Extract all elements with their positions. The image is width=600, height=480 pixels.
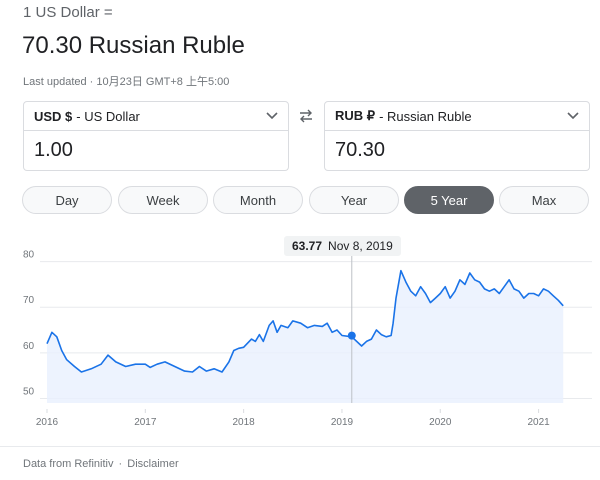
footer-divider — [0, 446, 600, 447]
x-tick-label: 2017 — [134, 417, 157, 428]
data-source-label: Data from Refinitiv — [23, 458, 114, 470]
to-currency-name: Russian Ruble — [387, 108, 472, 124]
y-tick-label: 70 — [23, 295, 35, 306]
exchange-rate-chart[interactable]: 50 60 70 80 2016 2017 2018 2019 2020 2021 — [0, 230, 600, 440]
tooltip-value: 63.77 — [292, 239, 323, 253]
from-currency-name: US Dollar — [84, 108, 140, 124]
chart-tooltip: 63.77 Nov 8, 2019 — [284, 236, 401, 256]
range-week-button[interactable]: Week — [118, 186, 208, 214]
x-tick-label: 2018 — [233, 417, 256, 428]
tooltip-date: Nov 8, 2019 — [328, 239, 393, 253]
hover-point — [347, 331, 356, 340]
chevron-down-icon — [266, 112, 278, 120]
range-selector: Day Week Month Year 5 Year Max — [22, 186, 592, 216]
to-amount-input[interactable]: 70.30 — [324, 131, 590, 171]
range-month-button[interactable]: Month — [213, 186, 303, 214]
last-updated: Last updated · 10月23日 GMT+8 上午5:00 — [23, 76, 230, 88]
chart-svg: 50 60 70 80 2016 2017 2018 2019 2020 2021 — [23, 250, 592, 428]
conversion-result: 70.30 Russian Ruble — [22, 32, 245, 59]
disclaimer-link[interactable]: Disclaimer — [127, 458, 179, 470]
y-tick-label: 50 — [23, 386, 35, 397]
y-tick-label: 80 — [23, 250, 35, 261]
y-tick-label: 60 — [23, 341, 35, 352]
to-currency-box: RUB ₽ - Russian Ruble 70.30 — [324, 101, 590, 171]
x-tick-label: 2016 — [36, 417, 59, 428]
x-tick-label: 2020 — [429, 417, 452, 428]
from-currency-code: USD $ — [34, 108, 73, 124]
range-max-button[interactable]: Max — [499, 186, 589, 214]
range-5-year-button[interactable]: 5 Year — [404, 186, 494, 214]
from-amount-label: 1 US Dollar = — [23, 4, 113, 21]
x-tick-label: 2021 — [527, 417, 550, 428]
series-area — [47, 270, 564, 403]
from-currency-select[interactable]: USD $ - US Dollar — [23, 101, 289, 131]
range-day-button[interactable]: Day — [22, 186, 112, 214]
series-line — [46, 269, 564, 373]
range-year-button[interactable]: Year — [309, 186, 399, 214]
chevron-down-icon — [567, 112, 579, 120]
from-currency-box: USD $ - US Dollar 1.00 — [23, 101, 289, 171]
to-currency-code: RUB ₽ — [335, 108, 376, 123]
to-currency-select[interactable]: RUB ₽ - Russian Ruble — [324, 101, 590, 131]
x-tick-label: 2019 — [331, 417, 354, 428]
swap-arrows-icon[interactable] — [298, 108, 314, 129]
from-amount-input[interactable]: 1.00 — [23, 131, 289, 171]
footer: Data from Refinitiv · Disclaimer — [23, 458, 179, 470]
